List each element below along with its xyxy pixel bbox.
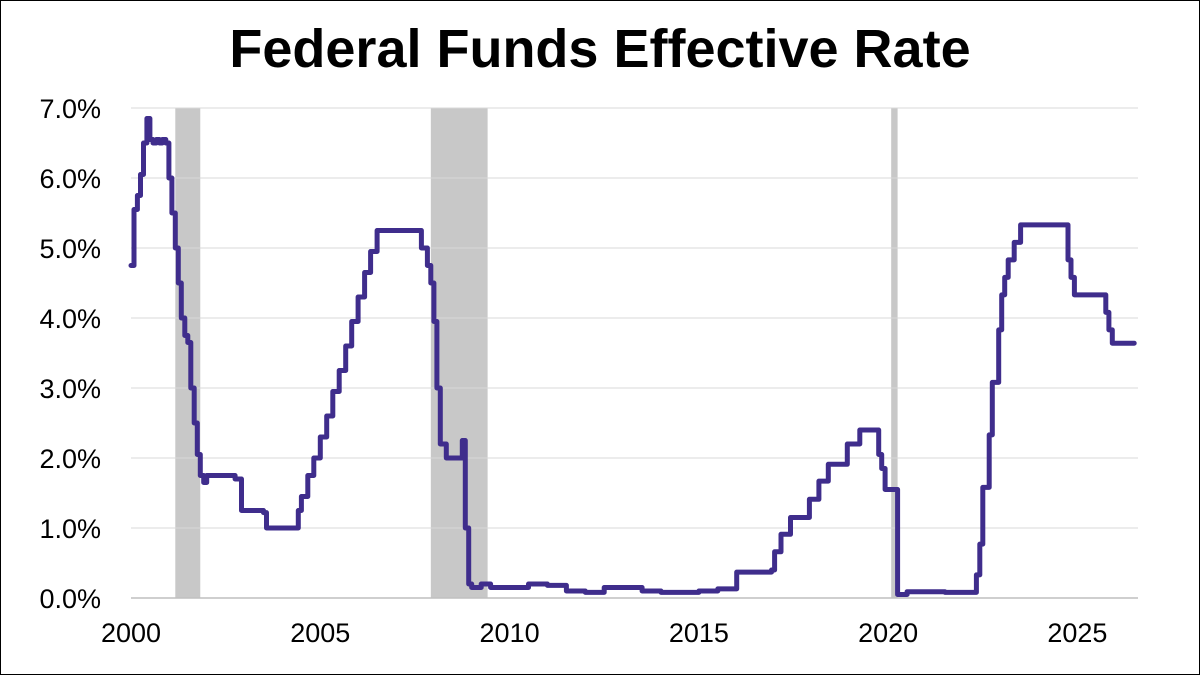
x-tick-label: 2005 [290, 618, 350, 648]
y-tick-label: 2.0% [39, 444, 101, 474]
y-tick-label: 7.0% [39, 94, 101, 124]
x-tick-label: 2010 [480, 618, 540, 648]
recession-band-2 [430, 108, 488, 598]
y-tick-label: 5.0% [39, 234, 101, 264]
y-tick-label: 3.0% [39, 374, 101, 404]
series-line-1 [128, 116, 1137, 597]
y-tick-label: 0.0% [39, 584, 101, 614]
x-tick-label: 2000 [101, 618, 161, 648]
y-tick-label: 4.0% [39, 304, 101, 334]
y-tick-label: 1.0% [39, 514, 101, 544]
x-tick-label: 2015 [669, 618, 729, 648]
recession-band-3 [891, 108, 898, 598]
series-layer [128, 116, 1137, 597]
y-axis-tick-labels: 0.0% 1.0% 2.0% 3.0% 4.0% 5.0% 6.0% 7.0% [39, 94, 101, 614]
y-tick-label: 6.0% [39, 164, 101, 194]
recession-bands [175, 108, 898, 598]
x-tick-label: 2025 [1047, 618, 1107, 648]
chart-title: Federal Funds Effective Rate [229, 19, 971, 79]
x-axis-tick-labels: 2000 2005 2010 2015 2020 2025 [101, 618, 1108, 648]
x-tick-label: 2020 [858, 618, 918, 648]
recession-band-1 [175, 108, 201, 598]
